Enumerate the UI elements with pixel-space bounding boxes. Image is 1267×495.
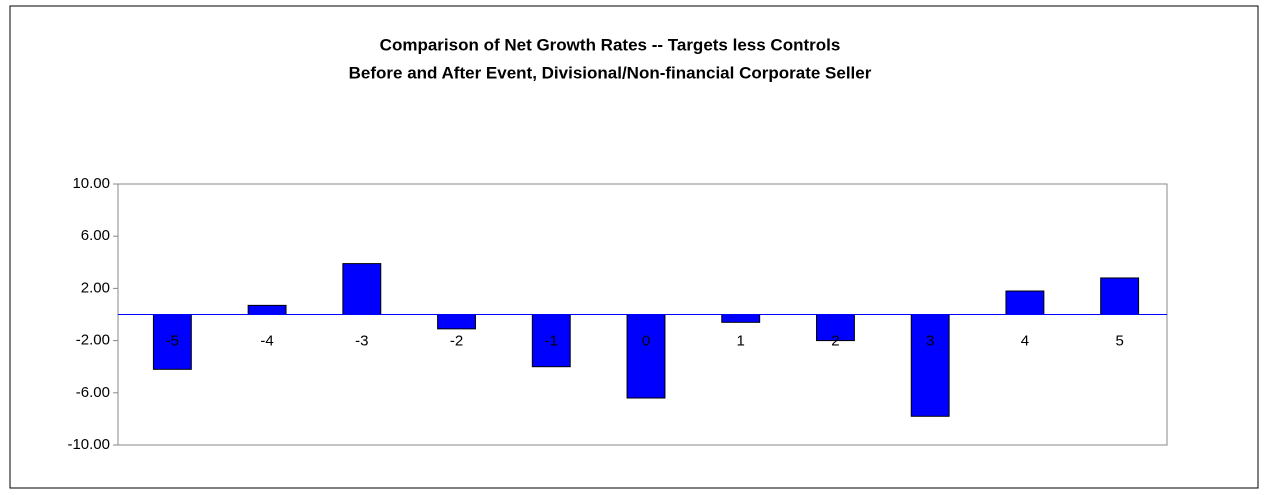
chart-title: Comparison of Net Growth Rates -- Target… [380,35,841,54]
bar [1005,290,1045,316]
x-tick-label: -3 [355,332,368,349]
x-tick-label: 1 [737,332,745,349]
bar [437,314,476,330]
bar [531,314,571,368]
bar [721,314,761,323]
bar [247,304,287,315]
x-tick-label: 0 [642,332,650,349]
y-tick-label: -6.00 [76,384,110,401]
x-tick-label: -2 [450,332,463,349]
x-tick-label: 2 [831,332,839,349]
x-tick-label: -4 [260,332,273,349]
chart-subtitle: Before and After Event, Divisional/Non-f… [349,63,872,82]
x-tick-label: -1 [545,332,558,349]
bar [626,314,666,399]
x-tick-label: 4 [1021,332,1029,349]
y-tick-label: 6.00 [81,227,110,244]
y-tick-label: 2.00 [81,279,110,296]
y-tick-label: -10.00 [67,436,110,453]
bar [152,314,192,370]
chart-frame [9,5,1259,489]
bar [1100,277,1140,315]
x-tick-label: 5 [1115,332,1123,349]
x-tick-label: -5 [166,332,179,349]
bar [342,263,382,316]
y-tick-label: 10.00 [72,175,110,192]
y-tick-label: -2.00 [76,332,110,349]
bar [910,314,950,417]
x-tick-label: 3 [926,332,934,349]
